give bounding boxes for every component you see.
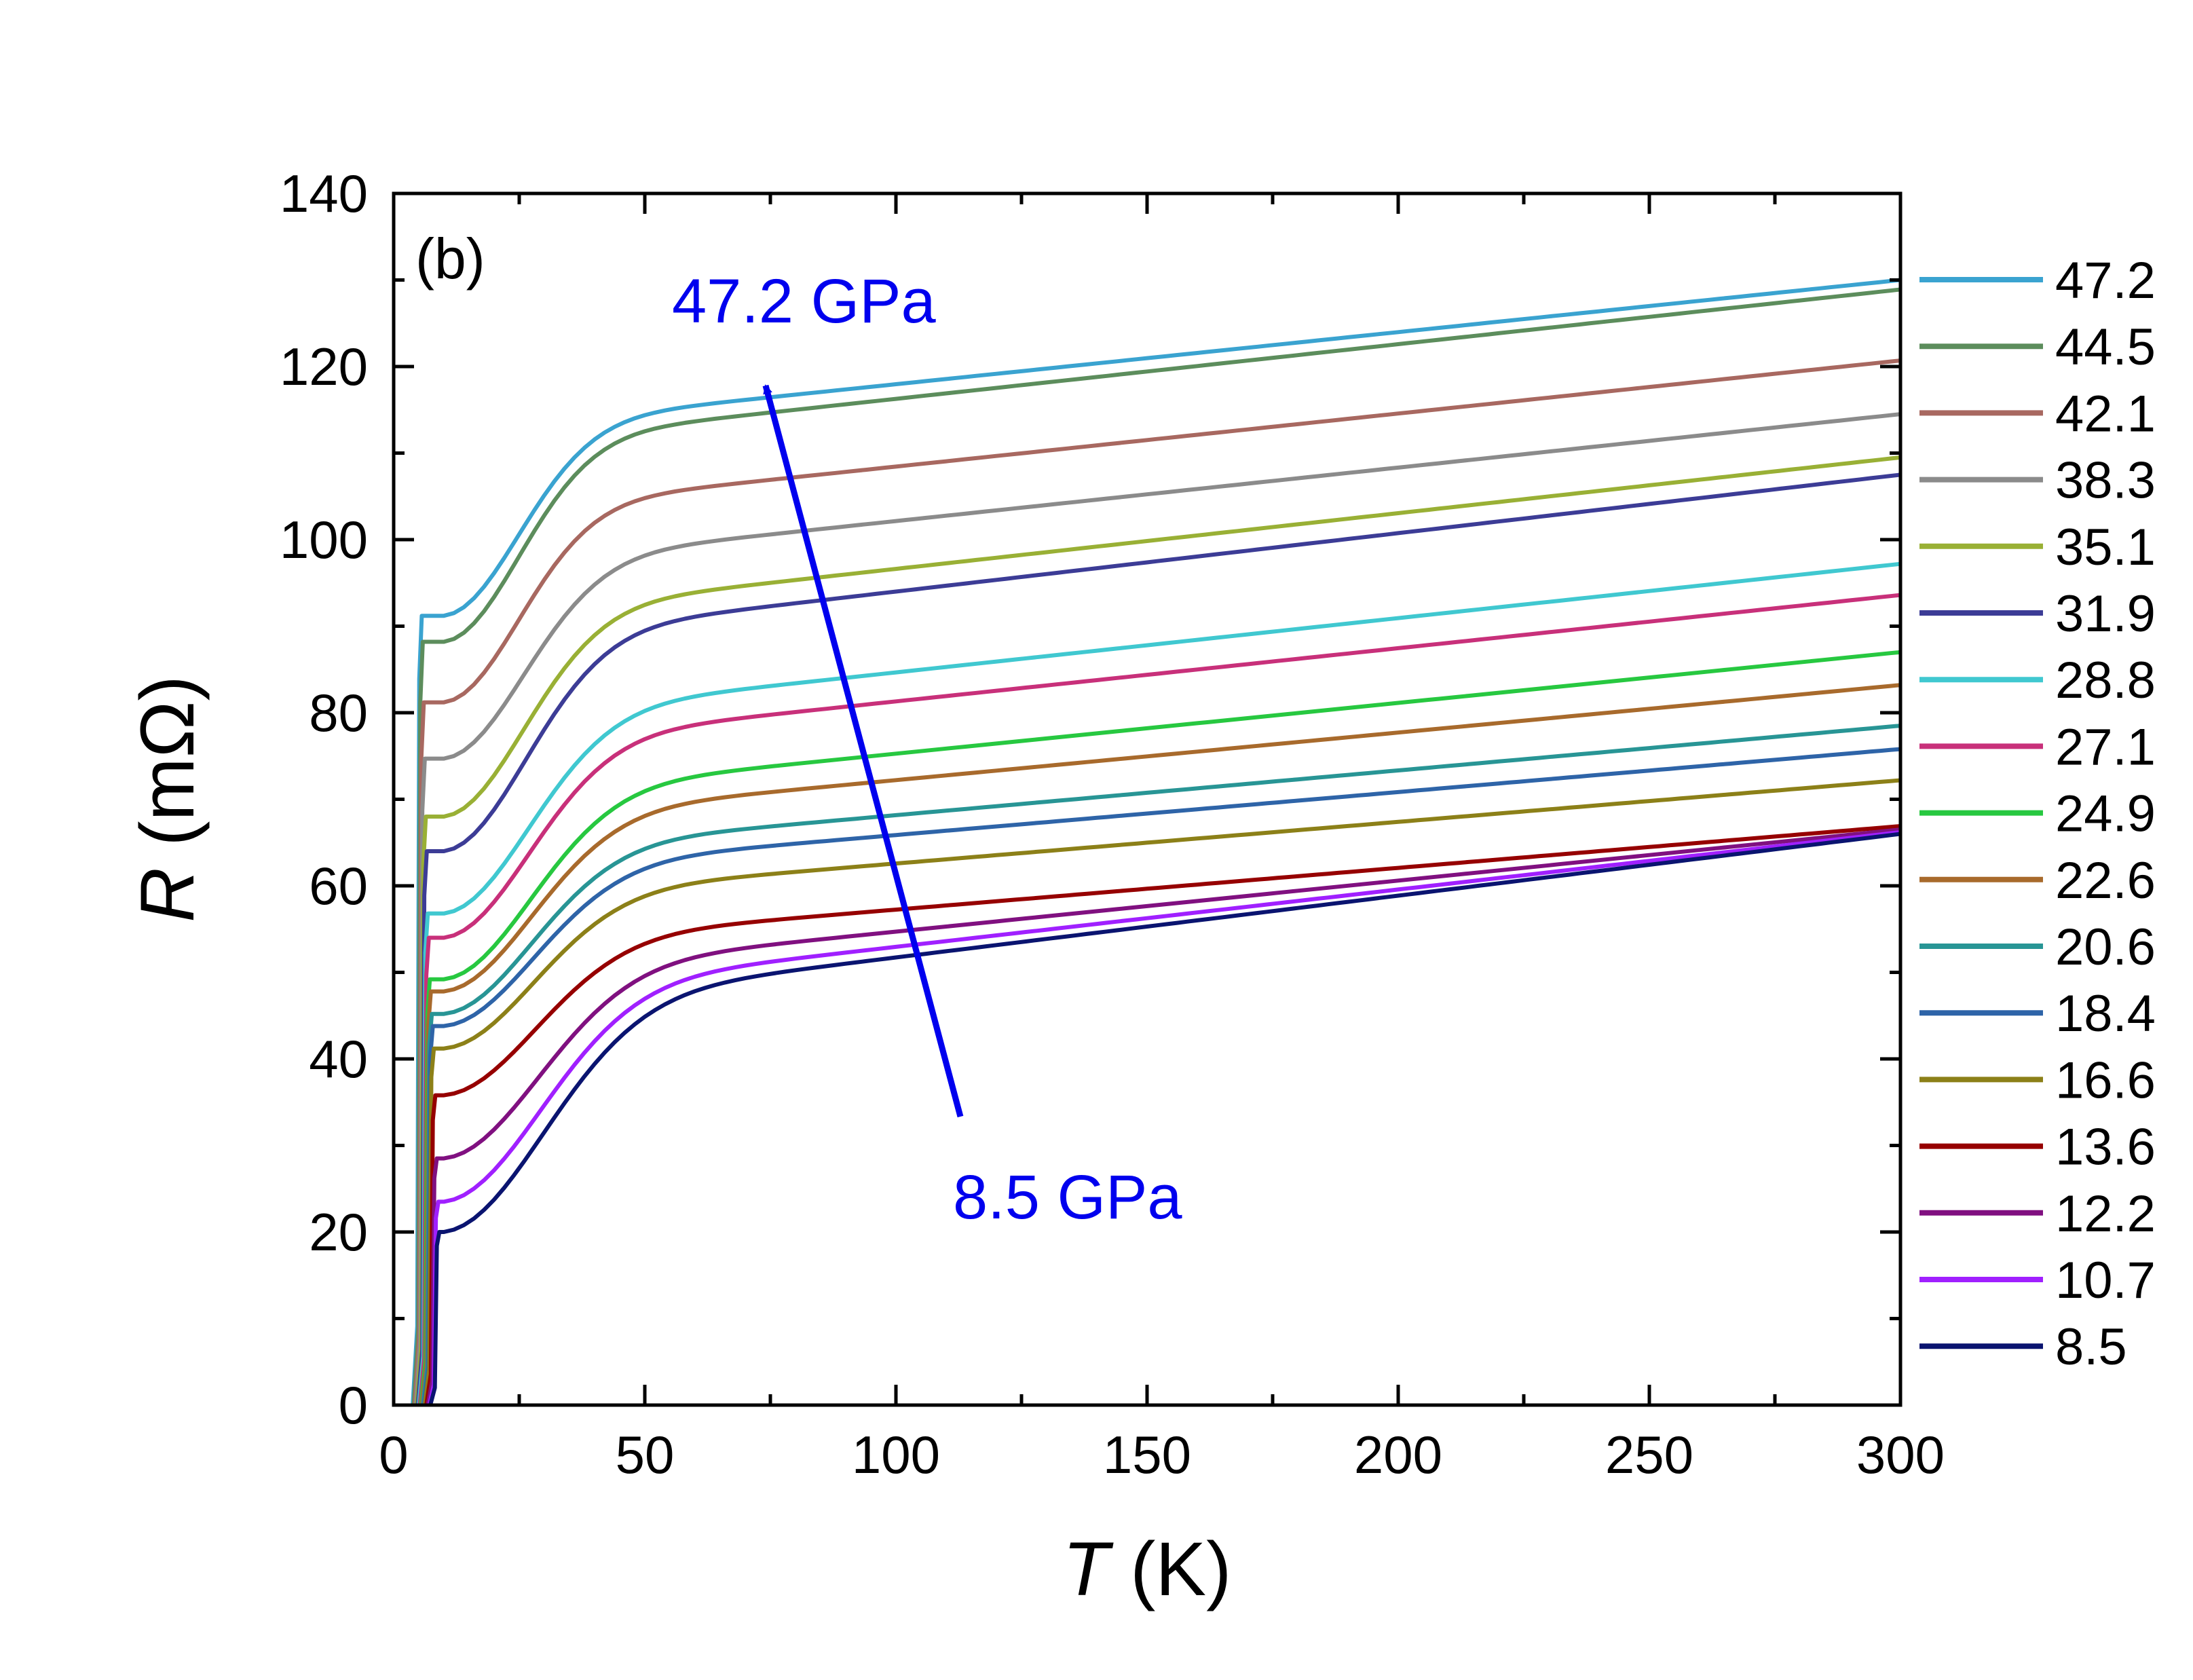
series-line-42.1 <box>413 358 1900 1405</box>
x-axis-unit: (K) <box>1109 1527 1231 1611</box>
series-line-18.4 <box>421 747 1900 1405</box>
annotation-low-pressure: 8.5 GPa <box>953 1163 1182 1232</box>
legend-label: 10.7 <box>2055 1252 2156 1309</box>
legend-label: 12.2 <box>2055 1185 2156 1243</box>
series-line-22.6 <box>419 683 1900 1405</box>
series-line-44.5 <box>411 287 1900 1405</box>
y-tick-label: 20 <box>309 1202 368 1262</box>
x-tick-label: 300 <box>1856 1425 1945 1485</box>
x-tick-label: 150 <box>1103 1425 1191 1485</box>
legend-label: 13.6 <box>2055 1119 2156 1176</box>
legend-label: 35.1 <box>2055 519 2156 576</box>
legend-label: 22.6 <box>2055 852 2156 910</box>
y-tick-label: 40 <box>309 1029 368 1089</box>
data-curves <box>411 278 1900 1405</box>
legend-label: 28.8 <box>2055 652 2156 709</box>
legend-label: 20.6 <box>2055 918 2156 976</box>
legend-label: 27.1 <box>2055 718 2156 776</box>
legend-label: 38.3 <box>2055 452 2156 510</box>
x-tick-label: 50 <box>616 1425 675 1485</box>
x-tick-label: 100 <box>852 1425 940 1485</box>
series-line-28.8 <box>417 561 1900 1405</box>
series-line-16.6 <box>422 778 1900 1405</box>
series-line-38.3 <box>413 412 1900 1405</box>
annotation-high-pressure: 47.2 GPa <box>672 267 937 336</box>
series-line-24.9 <box>419 650 1900 1405</box>
legend-label: 42.1 <box>2055 385 2156 443</box>
series-line-31.9 <box>415 472 1900 1405</box>
series-line-35.1 <box>415 455 1900 1405</box>
legend-label: 18.4 <box>2055 985 2156 1043</box>
y-axis-label: R (mΩ) <box>125 675 210 922</box>
series-line-47.2 <box>411 278 1900 1405</box>
x-tick-label: 200 <box>1354 1425 1442 1485</box>
y-axis-ticks: 0 20 40 60 80 100 120 140 <box>280 164 1900 1435</box>
series-line-10.7 <box>427 829 1900 1405</box>
series-line-27.1 <box>417 593 1900 1405</box>
series-line-12.2 <box>426 827 1900 1405</box>
y-axis-symbol: R <box>125 867 210 922</box>
series-line-13.6 <box>424 824 1900 1405</box>
panel-label: (b) <box>415 227 485 291</box>
series-line-8.5 <box>428 832 1900 1405</box>
x-axis-ticks: 0 50 100 150 200 250 300 <box>379 193 1945 1485</box>
pressure-arrow-line <box>762 384 964 1118</box>
legend-label: 31.9 <box>2055 585 2156 643</box>
y-tick-label: 100 <box>280 510 368 570</box>
legend-label: 47.2 <box>2055 252 2156 310</box>
legend-label: 24.9 <box>2055 785 2156 843</box>
y-axis-unit: (mΩ) <box>125 675 210 867</box>
legend-label: 44.5 <box>2055 318 2156 376</box>
series-line-20.6 <box>420 724 1900 1405</box>
y-tick-label: 60 <box>309 856 368 916</box>
x-axis-symbol: T <box>1063 1527 1114 1611</box>
x-tick-label: 0 <box>379 1425 408 1485</box>
legend-label: 16.6 <box>2055 1051 2156 1109</box>
legend: 47.2 44.5 42.1 38.3 35.1 31.9 28.8 27.1 24.9 22.6… <box>1919 252 2156 1376</box>
y-tick-label: 120 <box>280 337 368 396</box>
pressure-arrow <box>762 384 964 1118</box>
y-tick-label: 0 <box>339 1375 368 1435</box>
x-tick-label: 250 <box>1605 1425 1693 1485</box>
y-tick-label: 140 <box>280 164 368 223</box>
y-tick-label: 80 <box>309 683 368 743</box>
legend-label: 8.5 <box>2055 1318 2127 1376</box>
x-axis-label: T (K) <box>1063 1527 1232 1611</box>
